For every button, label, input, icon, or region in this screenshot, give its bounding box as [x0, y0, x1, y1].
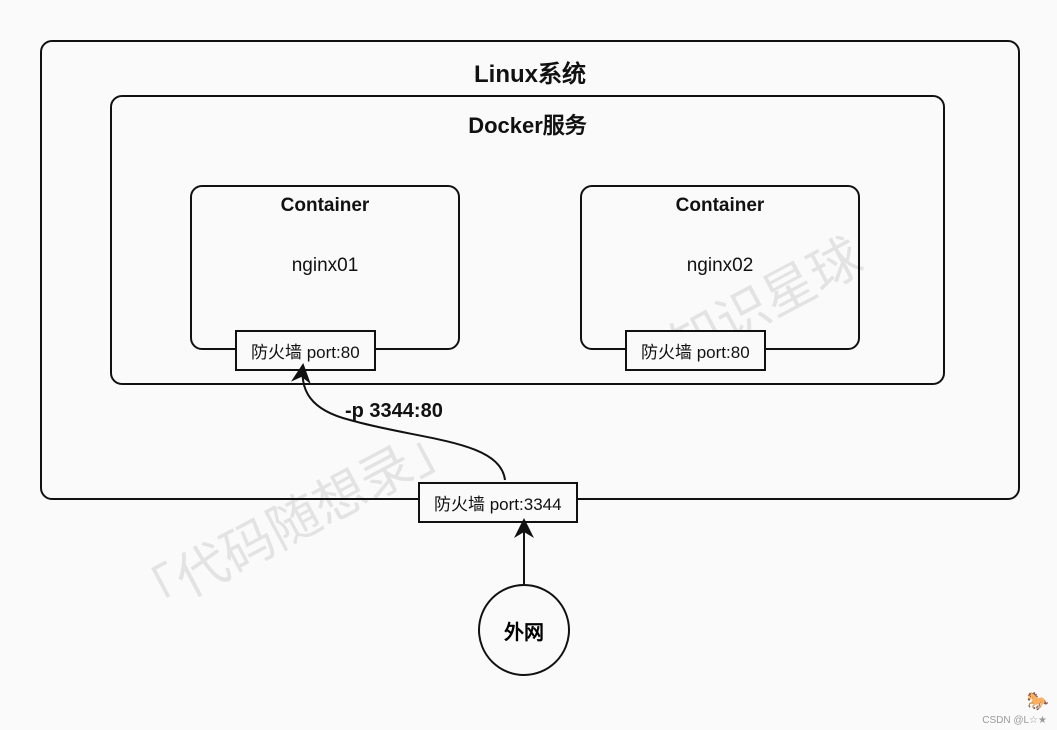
logo-icon: 🐎: [1027, 691, 1049, 712]
external-node: 外网: [478, 584, 570, 676]
credit-text: CSDN @L☆★: [982, 715, 1047, 726]
container-2-title: Container: [580, 195, 860, 217]
host-title: Linux系统: [40, 54, 1020, 89]
docker-title: Docker服务: [110, 108, 945, 140]
host-port: 防火墙 port:3344: [418, 482, 578, 523]
container-2-port: 防火墙 port:80: [625, 330, 766, 371]
container-1-name: nginx01: [190, 255, 460, 277]
container-2-name: nginx02: [580, 255, 860, 277]
container-1-port: 防火墙 port:80: [235, 330, 376, 371]
mapping-label: -p 3344:80: [345, 400, 443, 423]
container-1-title: Container: [190, 195, 460, 217]
external-label: 外网: [504, 616, 544, 645]
